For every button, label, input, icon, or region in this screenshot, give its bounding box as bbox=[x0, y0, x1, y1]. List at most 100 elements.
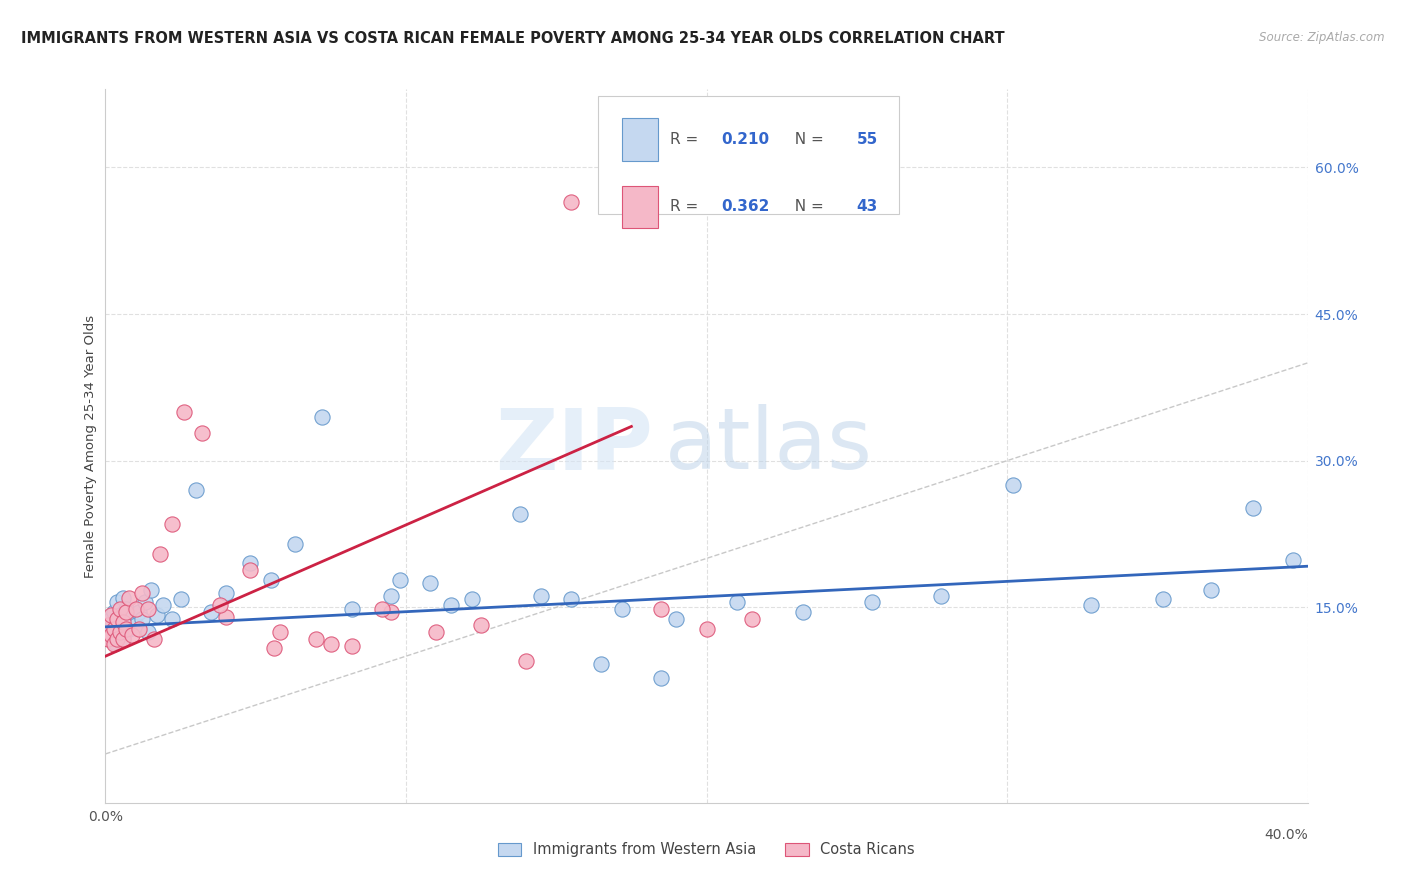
Point bbox=[1152, 592, 1174, 607]
Point bbox=[115, 622, 138, 636]
Point bbox=[110, 602, 132, 616]
Point bbox=[440, 599, 463, 613]
Point bbox=[100, 628, 122, 642]
Point bbox=[115, 605, 138, 619]
Point bbox=[160, 517, 183, 532]
Point bbox=[388, 573, 411, 587]
Point bbox=[145, 608, 167, 623]
FancyBboxPatch shape bbox=[599, 96, 898, 214]
Point bbox=[269, 624, 291, 639]
Text: 43: 43 bbox=[856, 200, 877, 214]
Point bbox=[136, 624, 159, 639]
Point bbox=[100, 608, 122, 623]
Point bbox=[650, 602, 672, 616]
Point bbox=[115, 602, 138, 616]
Text: IMMIGRANTS FROM WESTERN ASIA VS COSTA RICAN FEMALE POVERTY AMONG 25-34 YEAR OLDS: IMMIGRANTS FROM WESTERN ASIA VS COSTA RI… bbox=[21, 31, 1005, 46]
Point bbox=[110, 608, 132, 623]
Point bbox=[169, 592, 191, 607]
Point bbox=[97, 632, 120, 646]
Text: R =: R = bbox=[671, 132, 703, 146]
Point bbox=[419, 575, 441, 590]
Point bbox=[134, 595, 156, 609]
Point bbox=[136, 602, 159, 616]
Point bbox=[319, 637, 342, 651]
Point bbox=[509, 508, 531, 522]
Point bbox=[100, 612, 122, 626]
Point bbox=[139, 582, 162, 597]
Point bbox=[1201, 582, 1223, 597]
Text: 0.362: 0.362 bbox=[721, 200, 769, 214]
Point bbox=[371, 602, 394, 616]
Point bbox=[380, 605, 402, 619]
Point bbox=[131, 585, 153, 599]
Point bbox=[530, 589, 553, 603]
Point bbox=[665, 612, 688, 626]
Point bbox=[112, 591, 135, 605]
Text: N =: N = bbox=[785, 200, 828, 214]
Point bbox=[208, 599, 231, 613]
Point bbox=[118, 622, 141, 636]
Point bbox=[148, 547, 170, 561]
FancyBboxPatch shape bbox=[623, 186, 658, 228]
Point bbox=[190, 426, 212, 441]
Point bbox=[591, 657, 613, 671]
Point bbox=[560, 592, 582, 607]
Point bbox=[650, 671, 672, 685]
Point bbox=[100, 628, 122, 642]
Point bbox=[152, 599, 174, 613]
Point bbox=[263, 641, 285, 656]
Point bbox=[103, 622, 125, 636]
Point bbox=[1243, 500, 1265, 515]
Point bbox=[741, 612, 763, 626]
Point bbox=[131, 612, 153, 626]
Point bbox=[1002, 478, 1025, 492]
Text: 40.0%: 40.0% bbox=[1264, 828, 1308, 842]
Y-axis label: Female Poverty Among 25-34 Year Olds: Female Poverty Among 25-34 Year Olds bbox=[84, 315, 97, 577]
Point bbox=[239, 557, 262, 571]
Point bbox=[107, 632, 129, 646]
FancyBboxPatch shape bbox=[623, 118, 658, 161]
Text: N =: N = bbox=[785, 132, 828, 146]
Point bbox=[112, 632, 135, 646]
Point bbox=[340, 640, 363, 654]
Point bbox=[214, 610, 236, 624]
Point bbox=[112, 615, 135, 629]
Point bbox=[112, 632, 135, 646]
Point bbox=[929, 589, 952, 603]
Point bbox=[305, 632, 328, 646]
Point bbox=[103, 605, 125, 619]
Point bbox=[107, 595, 129, 609]
Point bbox=[560, 194, 582, 209]
Point bbox=[515, 654, 537, 668]
Point bbox=[124, 602, 146, 616]
Point bbox=[725, 595, 748, 609]
Point bbox=[110, 624, 132, 639]
Text: 0.210: 0.210 bbox=[721, 132, 769, 146]
Point bbox=[1281, 553, 1303, 567]
Legend: Immigrants from Western Asia, Costa Ricans: Immigrants from Western Asia, Costa Rica… bbox=[492, 837, 921, 863]
Point bbox=[340, 602, 363, 616]
Point bbox=[1080, 599, 1102, 613]
Point bbox=[696, 622, 718, 636]
Point bbox=[284, 537, 307, 551]
Point bbox=[121, 610, 143, 624]
Point bbox=[118, 591, 141, 605]
Point bbox=[461, 592, 484, 607]
Text: 55: 55 bbox=[856, 132, 877, 146]
Point bbox=[311, 409, 333, 424]
Point bbox=[260, 573, 283, 587]
Point bbox=[142, 632, 165, 646]
Point bbox=[214, 585, 236, 599]
Point bbox=[860, 595, 883, 609]
Point bbox=[97, 618, 120, 632]
Text: Source: ZipAtlas.com: Source: ZipAtlas.com bbox=[1260, 31, 1385, 45]
Point bbox=[612, 602, 634, 616]
Point bbox=[470, 618, 492, 632]
Point bbox=[173, 405, 195, 419]
Text: R =: R = bbox=[671, 200, 703, 214]
Point bbox=[107, 618, 129, 632]
Point bbox=[380, 589, 402, 603]
Point bbox=[425, 624, 447, 639]
Point bbox=[97, 620, 120, 634]
Point bbox=[184, 483, 207, 497]
